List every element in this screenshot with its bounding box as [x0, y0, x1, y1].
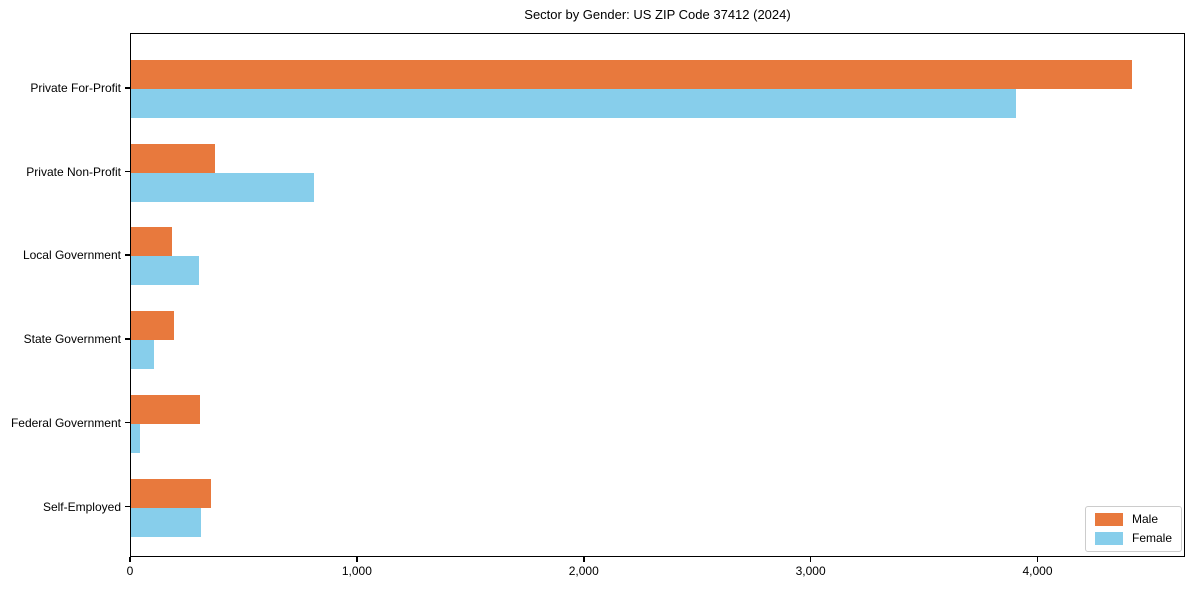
bar-male-self-employed: [131, 478, 212, 508]
bar-male-federal-government: [131, 394, 201, 424]
bar-female-private-non-profit: [131, 172, 315, 202]
x-axis-tick: [1036, 557, 1039, 562]
y-axis-label-self-employed: Self-Employed: [42, 499, 121, 514]
chart-title: Sector by Gender: US ZIP Code 37412 (202…: [524, 7, 791, 22]
x-axis-tick: [356, 557, 358, 562]
bar-female-self-employed: [131, 507, 202, 537]
y-axis-tick: [125, 170, 130, 173]
y-axis-label-private-for-profit: Private For-Profit: [30, 81, 121, 95]
bar-male-private-for-profit: [131, 60, 1132, 89]
y-axis-tick: [125, 254, 130, 256]
plot-area: Male Female: [130, 33, 1185, 557]
y-axis-tick: [125, 87, 130, 89]
y-axis-label-federal-government: Federal Government: [10, 415, 121, 430]
bar-female-private-for-profit: [131, 89, 1017, 118]
legend-entry-female: Female: [1094, 531, 1172, 545]
legend-swatch-male: [1094, 513, 1123, 526]
bar-female-state-government: [131, 340, 154, 370]
bar-male-state-government: [131, 311, 175, 341]
y-axis-tick: [125, 421, 130, 424]
x-axis-tick: [809, 557, 812, 562]
y-axis-label-state-government: State Government: [23, 332, 121, 347]
y-axis-tick: [125, 505, 130, 507]
x-axis-tick-label: 0: [126, 564, 134, 578]
y-axis-label-local-government: Local Government: [22, 248, 121, 263]
bar-female-federal-government: [131, 423, 141, 453]
bar-male-private-non-profit: [131, 143, 215, 173]
x-axis-tick-label: 1,000: [341, 564, 372, 578]
x-axis-tick: [583, 557, 585, 562]
x-axis-tick-label: 2,000: [568, 564, 599, 578]
x-axis-tick-label: 4,000: [1022, 564, 1053, 578]
legend-swatch-female: [1094, 532, 1123, 545]
legend-entry-male: Male: [1094, 512, 1172, 526]
bar-female-local-government: [131, 256, 199, 286]
legend-label-male: Male: [1131, 512, 1158, 526]
bar-male-local-government: [131, 227, 172, 257]
y-axis-tick: [125, 338, 130, 340]
x-axis-tick: [129, 557, 131, 562]
y-axis-label-private-non-profit: Private Non-Profit: [26, 164, 121, 179]
legend-label-female: Female: [1131, 531, 1172, 545]
x-axis-tick-label: 3,000: [795, 564, 826, 578]
legend: Male Female: [1084, 506, 1182, 552]
